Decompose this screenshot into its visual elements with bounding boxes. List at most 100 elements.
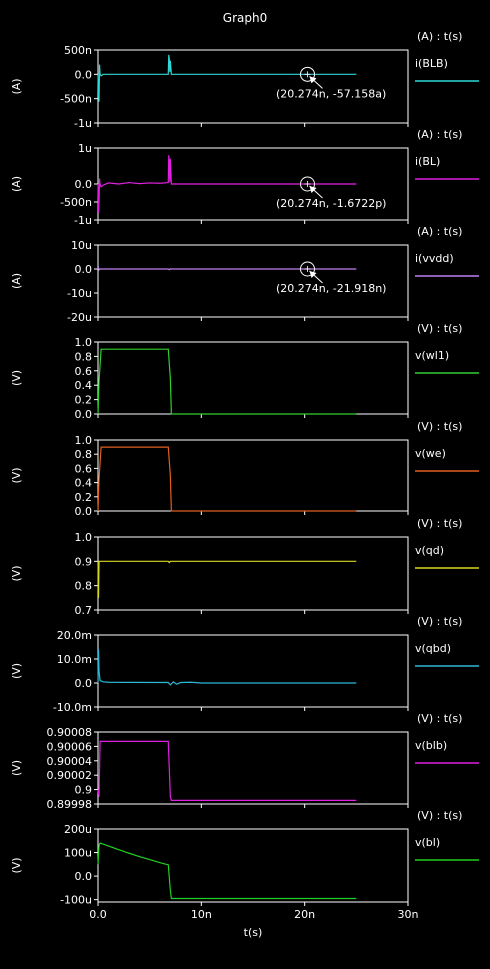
marker-readout: (20.274n, -1.6722p) — [276, 197, 386, 210]
legend-name: v(qbd) — [415, 642, 451, 655]
series-line-v(we) — [97, 446, 357, 512]
series-line-v(qbd) — [97, 649, 357, 686]
y-tick-label: -500n — [60, 93, 92, 106]
y-tick-label: 10.0m — [57, 653, 92, 666]
marker-readout: (20.274n, -57.158a) — [276, 87, 386, 100]
y-tick-label: 0.89998 — [47, 798, 93, 811]
legend-name: v(blb) — [415, 739, 447, 752]
series-line-i(BLB) — [97, 54, 357, 102]
legend-name: v(qd) — [415, 544, 444, 557]
y-tick-label: 0.0 — [75, 505, 93, 518]
y-tick-label: 0.90006 — [47, 740, 93, 753]
cursor-marker[interactable]: (20.274n, -1.6722p) — [276, 176, 386, 210]
y-tick-label: -10u — [67, 287, 92, 300]
y-tick-label: 0.6 — [75, 365, 93, 378]
y-tick-label: 200u — [64, 823, 92, 836]
units-label: (V) : t(s) — [417, 322, 462, 335]
legend-name: i(vvdd) — [415, 252, 454, 265]
y-axis-label: (V) — [10, 760, 23, 776]
y-tick-label: 1.0 — [75, 434, 93, 447]
x-tick-label: 0.0 — [89, 908, 107, 921]
marker-circle — [299, 176, 315, 192]
panel-4: (V) : t(s) (V) 1.00.8 0.60.4 0.20.0 v(wl1) — [10, 322, 479, 421]
units-label: (A) : t(s) — [417, 30, 462, 43]
marker-circle — [299, 261, 315, 277]
marker-arrowhead — [309, 76, 317, 84]
y-tick-label: 0.7 — [75, 604, 93, 617]
x-tick-label: 20n — [294, 908, 315, 921]
y-tick-label: 1.0 — [75, 336, 93, 349]
marker-readout: (20.274n, -21.918n) — [276, 282, 386, 295]
y-tick-label: 0.0 — [75, 677, 93, 690]
y-tick-label: 0.0 — [75, 263, 93, 276]
y-tick-label: 0.6 — [75, 462, 93, 475]
panel-3: (A) : t(s) (A) 10u 0.0 -10u -20u i(vvdd) (20.27… — [10, 225, 479, 324]
panel-2: (A) : t(s) (A) 1u 0.0 -500n -1u i(BL) (20.274n,… — [10, 128, 479, 227]
y-tick-label: -10.0m — [53, 701, 92, 714]
series-line-i(vvdd) — [97, 265, 357, 271]
marker-arrowhead — [309, 271, 317, 278]
y-tick-label: 0.8 — [75, 448, 93, 461]
series-line-v(bl) — [97, 842, 357, 900]
legend-name: v(bl) — [415, 836, 440, 849]
y-axis-label: (V) — [10, 857, 23, 873]
y-tick-label: 0.8 — [75, 580, 93, 593]
series-line-v(wl1) — [97, 348, 357, 415]
y-tick-label: 0.4 — [75, 379, 93, 392]
y-tick-label: 0.90002 — [47, 769, 93, 782]
y-axis-label: (A) — [10, 176, 23, 192]
panel-1: (A) : t(s) (A) 500n 0.0 -500n -1u i(BLB) (20.27… — [10, 30, 479, 130]
y-tick-label: -1u — [74, 214, 92, 227]
series-line-i(BL) — [97, 155, 357, 213]
y-tick-label: 0.0 — [75, 408, 93, 421]
y-tick-label: -100u — [60, 894, 92, 907]
series-line-v(blb) — [97, 740, 357, 802]
y-axis-label: (V) — [10, 565, 23, 581]
y-tick-label: 20.0m — [57, 629, 92, 642]
marker-circle — [299, 66, 315, 82]
y-tick-label: 0.2 — [75, 394, 93, 407]
units-label: (V) : t(s) — [417, 615, 462, 628]
x-axis-label: t(s) — [244, 926, 263, 939]
panel-7: (V) : t(s) (V) 20.0m 10.0m 0.0 -10.0m v(qbd) — [10, 615, 479, 714]
y-tick-label: 0.0 — [75, 178, 93, 191]
units-label: (A) : t(s) — [417, 225, 462, 238]
y-tick-label: 0.9 — [75, 555, 93, 568]
legend-name: v(wl1) — [415, 349, 449, 362]
units-label: (V) : t(s) — [417, 517, 462, 530]
panel-5: (V) : t(s) (V) 1.00.80.6 0.40.20.0 v(we) — [10, 420, 479, 518]
panel-9: (V) : t(s) (V) 200u 100u 0.0 -100u v(bl) — [10, 809, 479, 907]
y-tick-label: -500n — [60, 196, 92, 209]
y-axis-label: (V) — [10, 467, 23, 483]
legend-name: i(BL) — [415, 155, 440, 168]
y-tick-label: 0.9 — [75, 784, 93, 797]
y-tick-label: 0.0 — [75, 68, 93, 81]
cursor-marker[interactable]: (20.274n, -57.158a) — [276, 66, 386, 100]
cursor-marker[interactable]: (20.274n, -21.918n) — [276, 261, 386, 295]
x-axis: 0.0 10n 20n 30n t(s) — [89, 908, 418, 939]
plot-panels: (A) : t(s) (A) 500n 0.0 -500n -1u i(BLB) (20.27… — [10, 30, 479, 907]
units-label: (V) : t(s) — [417, 712, 462, 725]
series-line-v(qd) — [97, 560, 357, 598]
units-label: (A) : t(s) — [417, 128, 462, 141]
y-tick-label: 0.90004 — [47, 755, 93, 768]
y-tick-label: -20u — [67, 311, 92, 324]
y-tick-label: -1u — [74, 117, 92, 130]
panel-6: (V) : t(s) (V) 1.0 0.9 0.8 0.7 v(qd) — [10, 517, 479, 617]
units-label: (V) : t(s) — [417, 809, 462, 822]
units-label: (V) : t(s) — [417, 420, 462, 433]
y-tick-label: 1u — [78, 142, 92, 155]
y-axis-label: (V) — [10, 370, 23, 386]
y-axis-label: (A) — [10, 78, 23, 94]
y-tick-label: 0.90008 — [47, 726, 93, 739]
x-tick-label: 10n — [191, 908, 212, 921]
y-tick-label: 1.0 — [75, 531, 93, 544]
y-tick-label: 500n — [64, 44, 92, 57]
plot-frame — [97, 828, 409, 903]
y-tick-label: 100u — [64, 847, 92, 860]
y-tick-label: 0.8 — [75, 350, 93, 363]
x-tick-label: 30n — [398, 908, 419, 921]
y-axis-label: (A) — [10, 273, 23, 289]
